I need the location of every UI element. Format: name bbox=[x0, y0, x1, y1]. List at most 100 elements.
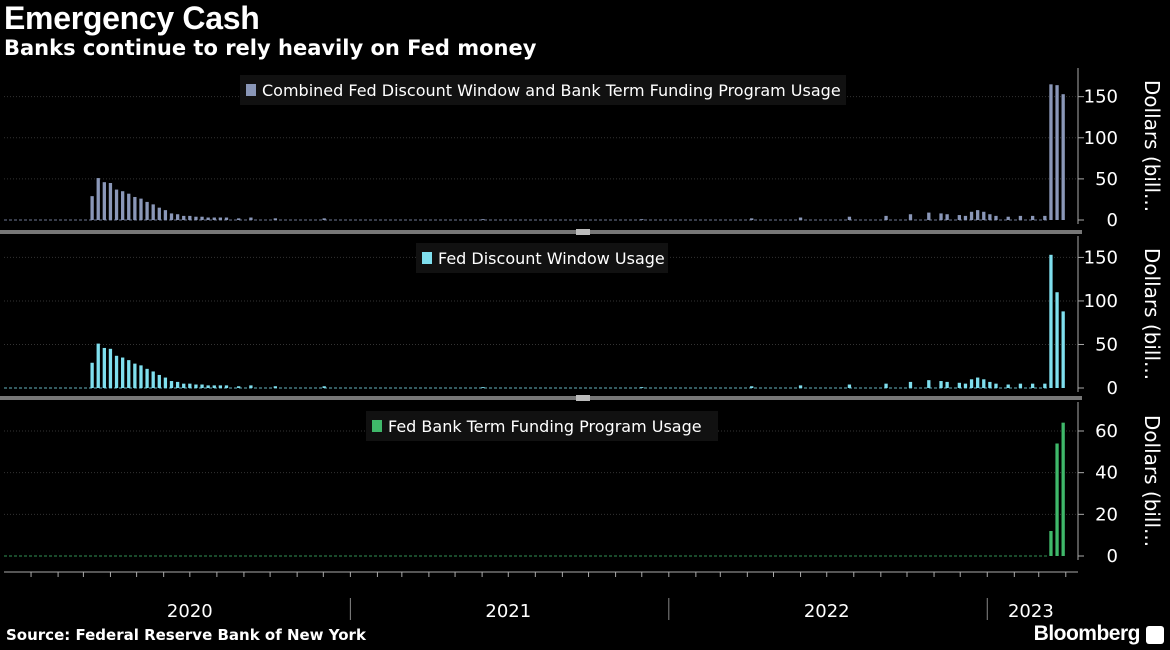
bar bbox=[1049, 254, 1053, 388]
x-tick-label: 2021 bbox=[485, 601, 531, 620]
bar bbox=[163, 210, 168, 220]
bar bbox=[121, 357, 125, 388]
bar bbox=[1018, 383, 1023, 388]
bar bbox=[145, 201, 149, 220]
bar bbox=[212, 385, 216, 388]
legend-box bbox=[240, 75, 846, 105]
bar bbox=[145, 368, 149, 388]
bar bbox=[1018, 215, 1023, 220]
bar bbox=[1030, 383, 1035, 388]
bar bbox=[939, 381, 943, 388]
bar bbox=[90, 196, 94, 220]
y-tick-label: 50 bbox=[1095, 334, 1118, 355]
bar bbox=[133, 196, 137, 220]
bar bbox=[114, 189, 119, 220]
bar bbox=[182, 215, 186, 220]
bar bbox=[1061, 311, 1065, 388]
bar bbox=[982, 379, 986, 388]
y-tick-label: 150 bbox=[1084, 87, 1118, 108]
legend-swatch bbox=[372, 420, 382, 432]
y-tick-label: 50 bbox=[1095, 169, 1118, 190]
bar bbox=[1049, 84, 1053, 220]
bar bbox=[750, 218, 754, 220]
bar bbox=[1055, 85, 1059, 221]
bar bbox=[194, 384, 198, 388]
bar bbox=[249, 217, 253, 220]
bar bbox=[188, 215, 192, 220]
bar bbox=[908, 381, 913, 388]
bar bbox=[133, 363, 137, 388]
bar bbox=[108, 183, 113, 220]
bar bbox=[988, 381, 992, 388]
bar bbox=[108, 348, 113, 388]
bar bbox=[175, 214, 180, 220]
bar bbox=[322, 218, 326, 220]
bar bbox=[1049, 531, 1053, 556]
bar bbox=[157, 374, 161, 388]
y-tick-label: 40 bbox=[1095, 463, 1118, 484]
bar bbox=[847, 384, 852, 388]
bar bbox=[1055, 443, 1059, 556]
y-tick-label: 0 bbox=[1107, 546, 1118, 567]
bar bbox=[969, 379, 974, 388]
bar bbox=[963, 215, 968, 220]
bar bbox=[976, 377, 980, 388]
bloomberg-chart-icon bbox=[1146, 626, 1164, 644]
legend-label: Combined Fed Discount Window and Bank Te… bbox=[262, 81, 841, 100]
bar bbox=[1061, 94, 1065, 220]
bar bbox=[884, 383, 888, 388]
bar bbox=[114, 355, 119, 388]
bar bbox=[322, 386, 326, 388]
bar bbox=[1043, 215, 1047, 220]
bar bbox=[957, 215, 961, 220]
chart-title: Emergency Cash bbox=[4, 0, 260, 36]
legend-label: Fed Bank Term Funding Program Usage bbox=[388, 417, 702, 436]
bar bbox=[102, 347, 106, 388]
bar bbox=[798, 385, 803, 388]
bar bbox=[982, 211, 986, 220]
bar bbox=[481, 219, 485, 220]
bar bbox=[175, 381, 180, 388]
bar bbox=[750, 386, 754, 388]
bar bbox=[206, 217, 210, 220]
bloomberg-logo: Bloomberg bbox=[1033, 622, 1141, 645]
bar bbox=[1043, 383, 1047, 388]
bar bbox=[481, 387, 485, 388]
bar bbox=[273, 218, 277, 220]
bar bbox=[908, 214, 913, 220]
legend-swatch bbox=[422, 252, 432, 264]
bar bbox=[182, 383, 186, 388]
bar bbox=[798, 217, 803, 220]
bar bbox=[169, 381, 174, 388]
bar bbox=[151, 371, 155, 388]
legend-label: Fed Discount Window Usage bbox=[438, 249, 665, 268]
bar bbox=[945, 214, 949, 220]
bar bbox=[163, 377, 168, 388]
bar bbox=[1030, 215, 1035, 220]
x-tick-label: 2022 bbox=[804, 601, 850, 620]
bar bbox=[121, 191, 125, 220]
bar bbox=[976, 210, 980, 220]
y-tick-label: 20 bbox=[1095, 504, 1118, 525]
chart-subtitle: Banks continue to rely heavily on Fed mo… bbox=[4, 36, 537, 60]
bar bbox=[200, 384, 204, 388]
bar bbox=[1061, 422, 1065, 556]
bar bbox=[1006, 384, 1010, 388]
bar bbox=[1055, 292, 1059, 388]
bar bbox=[212, 217, 216, 220]
y-axis-label: Dollars (bill... bbox=[1140, 80, 1164, 212]
y-axis-label: Dollars (bill... bbox=[1140, 248, 1164, 380]
x-tick-label: 2023 bbox=[1008, 601, 1054, 620]
chart-canvas: 0 50 100 150 Combined Fed Discount Window an… bbox=[0, 68, 1164, 620]
legend-box bbox=[416, 243, 668, 273]
bar bbox=[169, 213, 174, 220]
legend-box bbox=[366, 411, 718, 441]
bar bbox=[127, 360, 131, 388]
legend-swatch bbox=[246, 84, 256, 96]
x-tick-label: 2020 bbox=[167, 601, 213, 620]
bar bbox=[988, 214, 992, 220]
bar bbox=[640, 219, 644, 220]
bar bbox=[963, 383, 968, 388]
bar bbox=[237, 386, 241, 388]
bar bbox=[90, 362, 94, 388]
